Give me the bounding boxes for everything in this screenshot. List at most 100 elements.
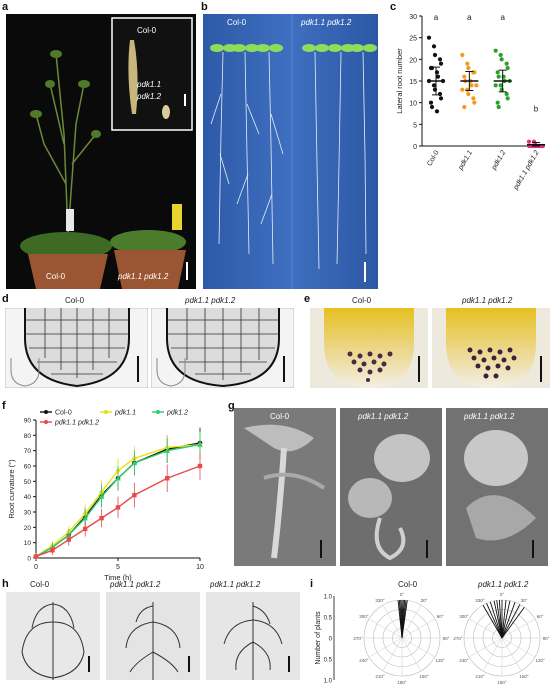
data-point (474, 83, 479, 88)
legend-marker (44, 420, 48, 424)
panel-label-c: c (390, 1, 397, 13)
panel-label-i: i (310, 578, 314, 590)
data-point (504, 91, 509, 97)
inset-label-col0: Col-0 (137, 26, 157, 35)
angle-label: 150° (519, 674, 529, 679)
stained-root-mutant (432, 308, 550, 388)
data-point (431, 44, 437, 49)
sem-mutant1 (340, 408, 442, 566)
data-point (82, 515, 88, 521)
panel-label-a: a (2, 1, 9, 13)
angle-label: 180° (397, 680, 407, 685)
x-tick-label: 0 (34, 564, 38, 571)
data-point (526, 139, 532, 144)
data-point (429, 65, 435, 71)
y-tick-label: 0.5 (324, 616, 333, 622)
polar-spoke (368, 618, 403, 639)
data-point (469, 83, 474, 88)
data-point (472, 70, 477, 75)
data-point (495, 100, 500, 105)
polar-spoke (468, 618, 503, 639)
data-spoke (501, 606, 525, 639)
angle-label: 330° (475, 598, 485, 603)
data-point (99, 515, 104, 521)
x-tick-label: 10 (196, 564, 204, 571)
polar-spoke (482, 637, 503, 672)
x-tick-label: pdk1.2 (490, 149, 507, 172)
label-col0: Col-0 (270, 412, 290, 421)
data-point (431, 83, 437, 88)
data-point (438, 61, 444, 66)
root-curvature-chart: 0 10 20 30 40 50 60 70 80 90 0 5 10 Time (h) Root curv… (7, 410, 204, 583)
y-tick-label: 5 (413, 122, 417, 129)
label-col0: Col-0 (398, 580, 418, 589)
data-spoke (501, 600, 507, 639)
data-point (197, 441, 203, 447)
data-point (435, 74, 441, 79)
label-mutant: pdk1.1 pdk1.2 (118, 272, 169, 281)
vein-col0 (6, 592, 100, 680)
data-point (66, 537, 71, 542)
data-point (465, 87, 470, 92)
data-point (498, 83, 503, 88)
y-tick-label: 90 (24, 418, 32, 425)
data-point (460, 52, 465, 58)
y-tick-label: 10 (409, 101, 417, 108)
angle-label: 120° (535, 658, 545, 663)
angle-label: 0° (500, 592, 505, 597)
data-point (50, 548, 55, 553)
inset-label-pdk11: pdk1.1 (137, 80, 162, 89)
y-tick-label: 70 (24, 448, 32, 455)
angle-label: 300° (359, 614, 369, 619)
label-col0: Col-0 (352, 296, 372, 305)
data-point (499, 57, 504, 62)
angle-label: 240° (459, 658, 469, 663)
panel-label-g: g (228, 400, 235, 412)
angle-label: 60° (437, 614, 444, 619)
scale-bar (186, 262, 188, 280)
panel-g: g Col-0 pdk1.1 pdk1.2 pdk1.1 pdk1.2 (228, 400, 554, 570)
data-point (164, 447, 170, 453)
y-tick-label: 0 (413, 144, 417, 151)
y-tick-label: 0 (27, 556, 31, 563)
polar-spoke (501, 637, 522, 672)
y-axis-label: Root curvature (°) (7, 459, 16, 519)
data-point (432, 52, 438, 58)
data-point (471, 96, 476, 101)
data-point (197, 463, 203, 469)
polar-spoke (501, 618, 536, 639)
vein-mutant2 (206, 592, 300, 680)
data-point (498, 52, 503, 58)
legend-marker (156, 410, 160, 414)
angle-label: 30° (521, 598, 528, 603)
panel-i: i Col-0 pdk1.1 pdk1.2 Number of plants 1.… (310, 578, 554, 685)
scale-bar (364, 262, 366, 282)
data-spoke (486, 603, 503, 639)
x-tick-label: Col-0 (426, 149, 440, 167)
sem-col0 (234, 408, 336, 566)
y-tick-label: 60 (24, 464, 32, 471)
y-axis-label: Lateral root number (395, 48, 404, 114)
label-col0: Col-0 (65, 296, 85, 305)
label-col0: Col-0 (30, 580, 50, 589)
legend-label: pdk1.1 (114, 410, 136, 417)
angle-label: 150° (419, 674, 429, 679)
label-mutant: pdk1.1 pdk1.2 (462, 296, 513, 305)
x-tick-label: pdk1.1 (457, 149, 474, 172)
angle-label: 60° (537, 614, 544, 619)
polar-plot-col0: 0° 30° 60° 90° 120° 150° 180° 210° 240° 270° 300° 3… (353, 592, 449, 685)
label-mutant: pdk1.1 pdk1.2 (185, 296, 236, 305)
polar-spoke (401, 637, 436, 658)
sem-mutant2 (446, 408, 548, 566)
panel-label-f: f (2, 400, 6, 412)
significance-letter: b (534, 104, 539, 113)
angle-label: 240° (359, 658, 369, 663)
data-spoke (489, 601, 503, 639)
y-tick-label: 80 (24, 433, 32, 440)
panel-a: a Col-0 pdk1.1 pdk1.2 Col-0 (0, 0, 197, 290)
data-spoke (501, 602, 516, 639)
panel-f: f 0 10 20 30 40 50 60 70 80 90 0 5 10 Time (h) Root cu… (0, 400, 225, 585)
angle-label: 330° (375, 598, 385, 603)
label-mutant2: pdk1.1 pdk1.2 (210, 580, 261, 589)
x-axis-label: Time (h) (104, 573, 132, 582)
